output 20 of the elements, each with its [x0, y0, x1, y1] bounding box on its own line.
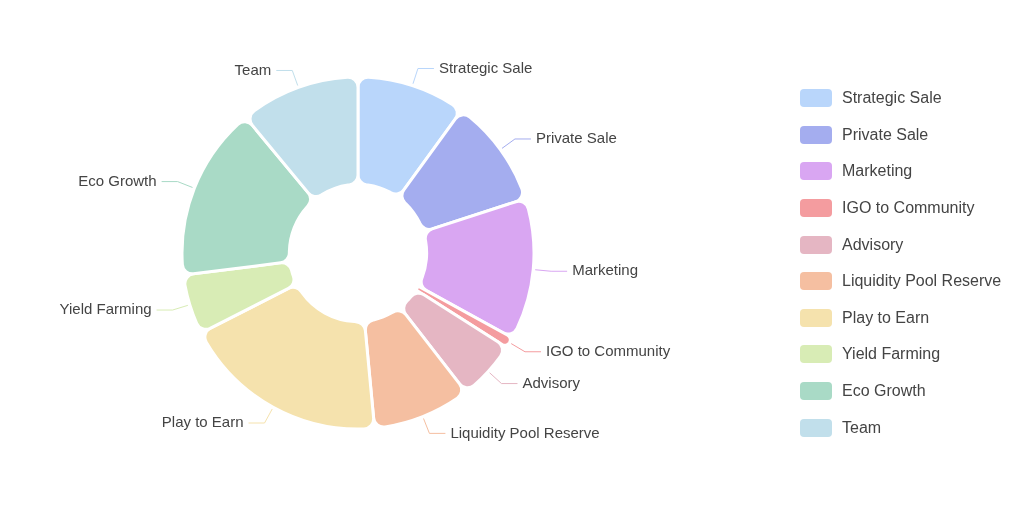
slice-label: Eco Growth [78, 171, 157, 189]
slice-label: Liquidity Pool Reserve [450, 423, 600, 441]
legend-label: Strategic Sale [842, 89, 942, 108]
legend-label: Liquidity Pool Reserve [842, 272, 1002, 291]
slice-label: IGO to Community [545, 341, 671, 359]
legend-label: Private Sale [842, 125, 929, 144]
slice-label: Private Sale [535, 129, 617, 147]
slice-label: Team [234, 60, 272, 78]
slice-label: Strategic Sale [438, 58, 533, 76]
legend-label: Yield Farming [842, 345, 941, 364]
legend-label: Team [842, 418, 882, 437]
legend-label: IGO to Community [842, 199, 975, 218]
slice-label: Advisory [522, 373, 581, 391]
legend-label: Advisory [842, 235, 904, 254]
slice-label: Yield Farming [59, 300, 152, 318]
legend-label: Play to Earn [842, 308, 930, 327]
legend-label: Eco Growth [842, 382, 926, 401]
slice-label: Play to Earn [161, 413, 244, 431]
legend-label: Marketing [842, 162, 913, 181]
slice-label: Marketing [572, 261, 638, 279]
